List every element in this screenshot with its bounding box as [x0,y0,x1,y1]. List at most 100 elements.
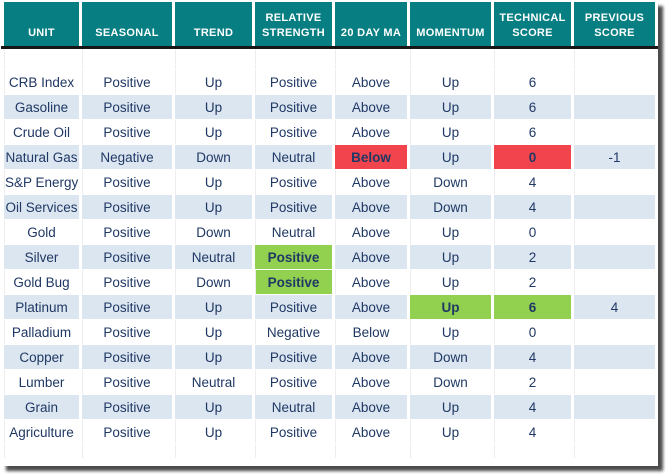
table-cell: Down [175,270,252,294]
unit-cell: Grain [4,395,79,419]
table-cell: Up [410,420,491,444]
table-cell: 4 [494,195,571,219]
table-cell: Up [410,270,491,294]
table-cell: Up [175,395,252,419]
table-cell: Up [410,395,491,419]
table-cell [574,70,655,94]
table-cell: Below [335,145,407,169]
table-cell: Positive [82,195,172,219]
table-cell: Up [175,170,252,194]
table-cell: Neutral [255,220,332,244]
spacer-cell [175,445,252,458]
table-cell: Positive [82,295,172,319]
table-cell [574,245,655,269]
table-cell: Above [335,120,407,144]
spacer-cell [410,47,491,69]
table-cell [574,345,655,369]
table-cell: 6 [494,295,571,319]
bottom-spacer-row [4,445,655,458]
table-cell: Neutral [175,370,252,394]
table-cell: Negative [82,145,172,169]
unit-cell: Silver [4,245,79,269]
table-row: Oil Services Positive Up Positive Above Down 4 [4,195,655,219]
table-cell: Below [335,320,407,344]
table-cell: Negative [255,320,332,344]
table-cell: 2 [494,245,571,269]
spacer-cell [4,47,79,69]
unit-cell: Agriculture [4,420,79,444]
table-cell: Above [335,420,407,444]
table-cell [574,370,655,394]
table-cell: 0 [494,220,571,244]
table-cell [574,395,655,419]
spacer-cell [494,47,571,69]
table-cell: Neutral [255,145,332,169]
spacer-cell [82,445,172,458]
table-cell: 4 [494,345,571,369]
header-divider [1,46,658,49]
table-cell: Above [335,170,407,194]
header-cell: RELATIVE STRENGTH [255,2,332,46]
spacer-cell [335,47,407,69]
table-cell: Up [175,295,252,319]
unit-cell: Gasoline [4,95,79,119]
table-cell: Down [410,195,491,219]
table-cell [574,220,655,244]
table-cell: Above [335,270,407,294]
spacer-cell [82,47,172,69]
table-row: Crude Oil Positive Up Positive Above Up 6 [4,120,655,144]
table-cell: 4 [494,170,571,194]
table-cell: Positive [82,320,172,344]
table-cell [574,320,655,344]
table-cell: 4 [574,295,655,319]
table-cell: Positive [255,420,332,444]
table-cell: Above [335,295,407,319]
spacer-cell [574,47,655,69]
table-row: Silver Positive Neutral Positive Above Up 2 [4,245,655,269]
table-body: CRB Index Positive Up Positive Above Up 6 Gasol… [4,47,655,458]
table-cell: Positive [82,345,172,369]
table-cell: Up [175,195,252,219]
table-cell: 6 [494,95,571,119]
table-cell: Neutral [175,245,252,269]
table-row: Agriculture Positive Up Positive Above Up 4 [4,420,655,444]
table-cell: 4 [494,420,571,444]
spacer-cell [574,445,655,458]
table-cell: Up [175,120,252,144]
table-cell: Positive [82,270,172,294]
table-cell: Positive [82,120,172,144]
table-cell: Down [175,145,252,169]
spacer-cell [335,445,407,458]
table-cell: Up [410,320,491,344]
unit-cell: Palladium [4,320,79,344]
unit-cell: Platinum [4,295,79,319]
table-cell: Above [335,395,407,419]
spacer-cell [494,445,571,458]
table-row: Copper Positive Up Positive Above Down 4 [4,345,655,369]
table-cell: Positive [82,70,172,94]
table-cell [574,95,655,119]
table-cell: Positive [255,195,332,219]
table-cell: Up [410,70,491,94]
unit-cell: Copper [4,345,79,369]
table-row: Grain Positive Up Neutral Above Up 4 [4,395,655,419]
header-cell: TREND [175,2,252,46]
table-cell: Above [335,220,407,244]
table-cell: Up [175,320,252,344]
table-cell: 4 [494,395,571,419]
table-row: CRB Index Positive Up Positive Above Up 6 [4,70,655,94]
table-row: Gold Bug Positive Down Positive Above Up 2 [4,270,655,294]
header-cell: SEASONAL [82,2,172,46]
table-cell: Positive [82,95,172,119]
header-cell: TECHNICAL SCORE [494,2,571,46]
table-cell: Positive [255,95,332,119]
table-cell: Up [410,245,491,269]
header-cell: MOMENTUM [410,2,491,46]
table-cell: Up [175,345,252,369]
table-cell: 0 [494,145,571,169]
table-row: Palladium Positive Up Negative Below Up 0 [4,320,655,344]
table-cell: Neutral [255,395,332,419]
unit-cell: Lumber [4,370,79,394]
table-row: Gold Positive Down Neutral Above Up 0 [4,220,655,244]
